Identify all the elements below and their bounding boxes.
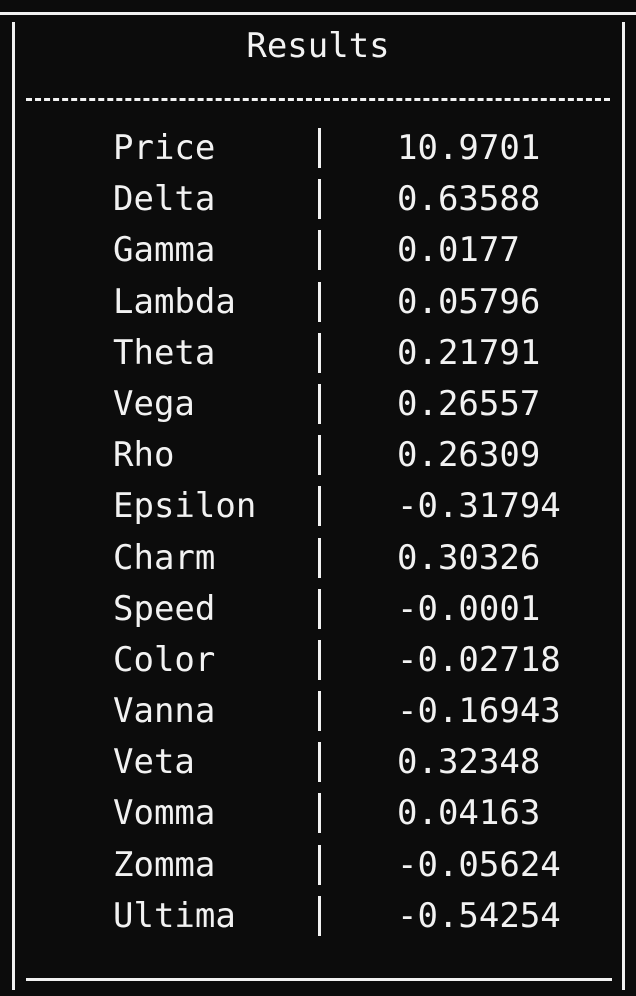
table-row: Vanna -0.16943 [0, 691, 636, 742]
row-label: Veta [113, 742, 195, 783]
results-title: Results [246, 26, 390, 66]
table-row: Epsilon -0.31794 [0, 486, 636, 537]
row-value: 0.63588 [397, 179, 541, 220]
column-separator [318, 793, 321, 834]
table-row: Charm 0.30326 [0, 537, 636, 589]
row-value: 10.9701 [397, 128, 541, 168]
row-label: Delta [113, 179, 216, 220]
column-separator [318, 179, 321, 220]
table-row: Color -0.02718 [0, 639, 636, 691]
column-separator [318, 639, 321, 680]
row-label: Zomma [113, 844, 216, 885]
row-value: 0.05796 [397, 281, 541, 322]
row-value: 0.30326 [397, 537, 541, 578]
table-row: Vega 0.26557 [0, 383, 636, 435]
row-label: Speed [113, 588, 216, 629]
column-separator [318, 588, 321, 629]
row-label: Vanna [113, 691, 216, 732]
column-separator [318, 435, 321, 476]
row-label: Price [113, 128, 216, 168]
top-border [0, 12, 636, 15]
row-label: Lambda [113, 281, 236, 322]
table-row: Lambda 0.05796 [0, 281, 636, 333]
row-label: Vomma [113, 793, 216, 834]
table-row: Veta 0.32348 [0, 742, 636, 793]
row-label: Theta [113, 332, 216, 373]
row-value: -0.54254 [397, 895, 561, 936]
column-separator [318, 844, 321, 885]
row-value: 0.21791 [397, 332, 541, 373]
left-border [12, 22, 15, 990]
row-value: -0.16943 [397, 691, 561, 732]
column-separator [318, 332, 321, 373]
row-label: Rho [113, 435, 175, 476]
column-separator [318, 486, 321, 527]
table-row: Vomma 0.04163 [0, 793, 636, 844]
table-row: Price 10.9701 [0, 128, 636, 179]
table-row: Theta 0.21791 [0, 332, 636, 384]
row-value: 0.26557 [397, 383, 541, 424]
row-value: 0.04163 [397, 793, 541, 834]
bottom-border [26, 978, 612, 981]
row-label: Ultima [113, 895, 236, 936]
table-row: Ultima -0.54254 [0, 895, 636, 947]
row-value: 0.32348 [397, 742, 541, 783]
table-row: Gamma 0.0177 [0, 230, 636, 281]
row-value: -0.02718 [397, 639, 561, 680]
row-value: -0.31794 [397, 486, 561, 527]
column-separator [318, 230, 321, 271]
results-rows: Price 10.9701 Delta 0.63588 Gamma 0.0177… [0, 128, 636, 947]
column-separator [318, 383, 321, 424]
column-separator [318, 537, 321, 578]
header-divider [26, 98, 610, 101]
table-row: Rho 0.26309 [0, 435, 636, 486]
row-value: -0.0001 [397, 588, 541, 629]
row-value: -0.05624 [397, 844, 561, 885]
column-separator [318, 128, 321, 168]
right-border [622, 22, 625, 990]
column-separator [318, 691, 321, 732]
table-row: Zomma -0.05624 [0, 844, 636, 896]
row-label: Epsilon [113, 486, 257, 527]
row-value: 0.0177 [397, 230, 520, 271]
row-label: Color [113, 639, 216, 680]
row-value: 0.26309 [397, 435, 541, 476]
table-row: Delta 0.63588 [0, 179, 636, 230]
row-label: Gamma [113, 230, 216, 271]
column-separator [318, 895, 321, 936]
row-label: Charm [113, 537, 216, 578]
row-label: Vega [113, 383, 195, 424]
column-separator [318, 281, 321, 322]
table-row: Speed -0.0001 [0, 588, 636, 640]
column-separator [318, 742, 321, 783]
